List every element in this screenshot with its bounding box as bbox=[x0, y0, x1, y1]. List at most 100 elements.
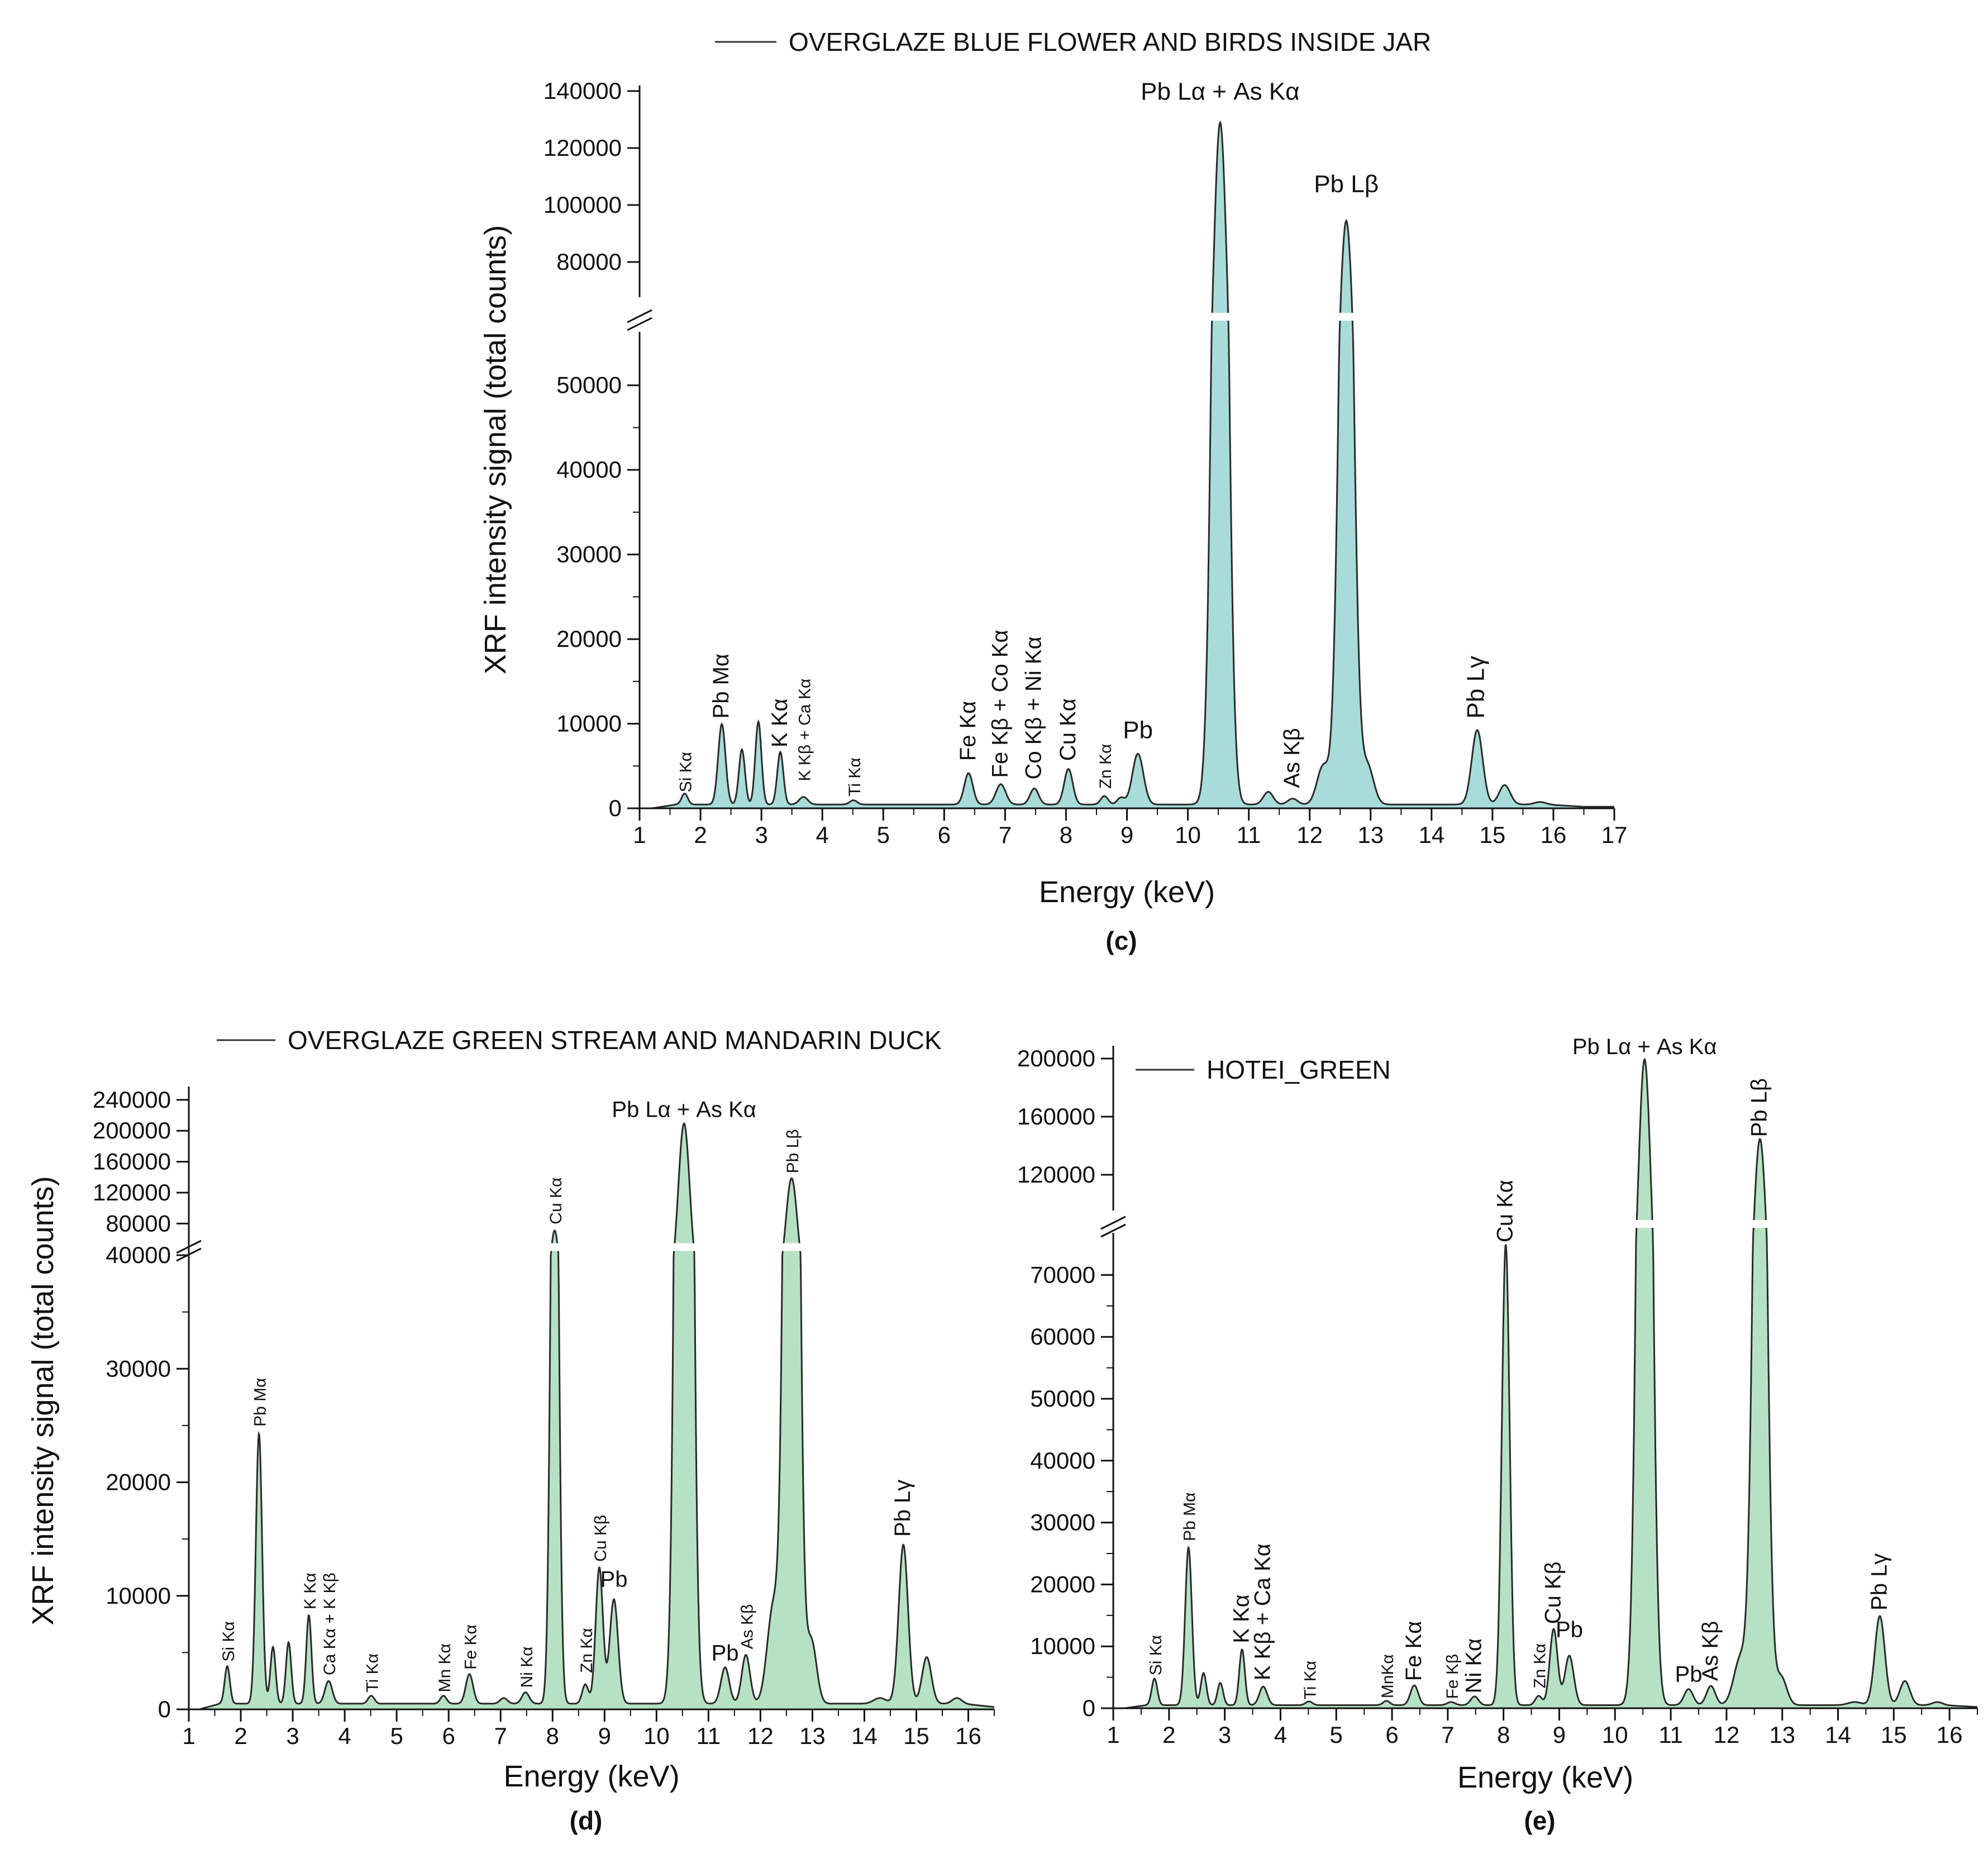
x-tick-label: 10 bbox=[643, 1723, 670, 1749]
peak-label: Pb bbox=[1675, 1662, 1703, 1686]
peak-label: K Kβ + Ca Kα bbox=[1250, 1543, 1275, 1680]
peak-label: Pb Lβ bbox=[784, 1129, 802, 1173]
peak-label: Fe Kα bbox=[461, 1624, 480, 1670]
y-tick-label: 30000 bbox=[556, 541, 622, 568]
x-tick-label: 11 bbox=[1237, 822, 1261, 848]
y-tick-label: 70000 bbox=[1030, 1261, 1095, 1288]
peak-label: Pb Lβ bbox=[1747, 1078, 1772, 1137]
peak-label: Ni Kα bbox=[1462, 1638, 1486, 1694]
x-tick-label: 16 bbox=[1937, 1722, 1963, 1748]
peak-label: Pb Mα bbox=[251, 1378, 270, 1427]
peak-label: Ti Kα bbox=[846, 757, 864, 797]
x-tick-label: 5 bbox=[390, 1723, 403, 1749]
axis-break-mark bbox=[1100, 1223, 1126, 1238]
x-tick-label: 3 bbox=[286, 1723, 299, 1749]
x-tick-label: 12 bbox=[1714, 1722, 1740, 1748]
y-tick-label: 200000 bbox=[1017, 1045, 1095, 1071]
y-tick-label: 20000 bbox=[106, 1469, 171, 1495]
x-tick-label: 12 bbox=[1296, 822, 1323, 848]
peak-label: MnKα bbox=[1379, 1654, 1397, 1698]
chart-panel-d: 1 2 3 4 5 6 7 8 9 10 11 12 13 14 15 1601000020000300004… bbox=[26, 1026, 995, 1835]
x-tick-label: 15 bbox=[1881, 1722, 1907, 1748]
x-tick-label: 7 bbox=[1441, 1722, 1454, 1748]
x-tick-label: 6 bbox=[938, 822, 951, 848]
peak-label: Pb bbox=[1123, 716, 1153, 744]
legend-label: HOTEI_GREEN bbox=[1207, 1055, 1391, 1084]
x-tick-label: 1 bbox=[633, 822, 646, 848]
peak-label: Pb Mα bbox=[1181, 1492, 1199, 1541]
peak-label: As Kβ bbox=[738, 1604, 756, 1650]
x-tick-label: 14 bbox=[851, 1723, 878, 1749]
x-tick-label: 3 bbox=[755, 822, 767, 848]
y-tick-label: 50000 bbox=[1030, 1385, 1095, 1412]
axis-break-mark bbox=[1100, 1216, 1126, 1230]
y-tick-label: 10000 bbox=[106, 1583, 171, 1609]
peak-label: Pb Lγ bbox=[1867, 1554, 1891, 1610]
y-tick-label: 40000 bbox=[1030, 1447, 1095, 1474]
y-tick-label: 120000 bbox=[544, 135, 622, 161]
legend-label: OVERGLAZE GREEN STREAM AND MANDARIN DUCK bbox=[288, 1026, 942, 1055]
x-tick-label: 9 bbox=[598, 1723, 611, 1749]
x-tick-label: 3 bbox=[1218, 1722, 1231, 1748]
x-tick-label: 17 bbox=[1601, 822, 1628, 848]
axis-break-mark bbox=[627, 317, 652, 331]
y-tick-label: 160000 bbox=[1017, 1103, 1095, 1130]
x-tick-label: 6 bbox=[442, 1723, 455, 1749]
x-tick-label: 7 bbox=[999, 822, 1012, 848]
y-tick-label: 0 bbox=[158, 1696, 171, 1722]
peak-label: Pb bbox=[600, 1567, 628, 1591]
x-axis-title: Energy (keV) bbox=[503, 1760, 679, 1793]
peak-label: Pb bbox=[712, 1641, 739, 1666]
peak-label: Cu Kβ bbox=[592, 1515, 610, 1562]
peak-label: Si Kα bbox=[677, 752, 695, 792]
spectrum-line bbox=[640, 120, 1614, 809]
peak-label: K Kα bbox=[767, 698, 792, 747]
y-axis-title: XRF intensity signal (total counts) bbox=[479, 225, 512, 674]
peak-label: Si Kα bbox=[220, 1621, 238, 1661]
y-tick-label: 20000 bbox=[1030, 1571, 1095, 1597]
x-tick-label: 2 bbox=[1162, 1722, 1175, 1748]
x-tick-label: 1 bbox=[182, 1723, 195, 1749]
y-tick-label: 10000 bbox=[1030, 1633, 1095, 1659]
x-tick-label: 5 bbox=[877, 822, 890, 848]
peak-label: Fe Kβ bbox=[1443, 1654, 1462, 1699]
peak-label: Cu Kα bbox=[547, 1178, 565, 1224]
y-tick-label: 0 bbox=[609, 795, 622, 821]
x-tick-label: 14 bbox=[1825, 1722, 1851, 1748]
x-tick-label: 10 bbox=[1602, 1722, 1628, 1748]
chart-panel-e: 1 2 3 4 5 6 7 8 9 10 11 12 13 14 15 1601000020000300004… bbox=[1017, 1035, 1978, 1835]
peak-label: Zn Kα bbox=[578, 1628, 596, 1673]
peak-label: K Kα bbox=[1229, 1594, 1254, 1643]
x-tick-label: 4 bbox=[1274, 1722, 1287, 1748]
peak-label: Pb Lα + As Kα bbox=[1141, 78, 1299, 105]
peak-label: Cu Kβ bbox=[1541, 1561, 1565, 1624]
y-tick-label: 100000 bbox=[544, 192, 622, 218]
x-tick-label: 16 bbox=[1541, 822, 1567, 848]
x-tick-label: 13 bbox=[1357, 822, 1384, 848]
x-tick-label: 15 bbox=[1480, 822, 1506, 848]
peak-label: Ca Kα + K Kβ bbox=[321, 1572, 339, 1675]
x-tick-label: 8 bbox=[546, 1723, 559, 1749]
peak-label: Pb Lα + As Kα bbox=[612, 1097, 756, 1122]
chart-panel-c: 1 2 3 4 5 6 7 8 9 10 11 12 13 14 15 16 17010000200003000… bbox=[479, 27, 1627, 955]
y-tick-label: 30000 bbox=[1030, 1509, 1095, 1536]
x-tick-label: 7 bbox=[494, 1723, 507, 1749]
legend-label: OVERGLAZE BLUE FLOWER AND BIRDS INSIDE J… bbox=[789, 27, 1431, 56]
spectrum-area bbox=[189, 1123, 994, 1709]
y-axis-title: XRF intensity signal (total counts) bbox=[26, 1176, 60, 1625]
y-tick-label: 20000 bbox=[556, 626, 622, 652]
peak-label: Fe Kα bbox=[1401, 1621, 1426, 1681]
y-tick-label: 0 bbox=[1083, 1695, 1095, 1721]
peak-label: Zn Kα bbox=[1531, 1643, 1550, 1689]
y-tick-label: 30000 bbox=[106, 1355, 171, 1381]
spectrum-line bbox=[1113, 1057, 1978, 1709]
x-tick-label: 14 bbox=[1418, 822, 1444, 848]
x-tick-label: 9 bbox=[1553, 1722, 1566, 1748]
y-tick-label: 120000 bbox=[1017, 1161, 1095, 1188]
spectrum-line bbox=[189, 1122, 995, 1710]
panel-label: (d) bbox=[570, 1806, 603, 1835]
x-tick-label: 2 bbox=[234, 1723, 247, 1749]
x-tick-label: 13 bbox=[799, 1723, 826, 1749]
y-tick-label: 160000 bbox=[93, 1149, 171, 1175]
